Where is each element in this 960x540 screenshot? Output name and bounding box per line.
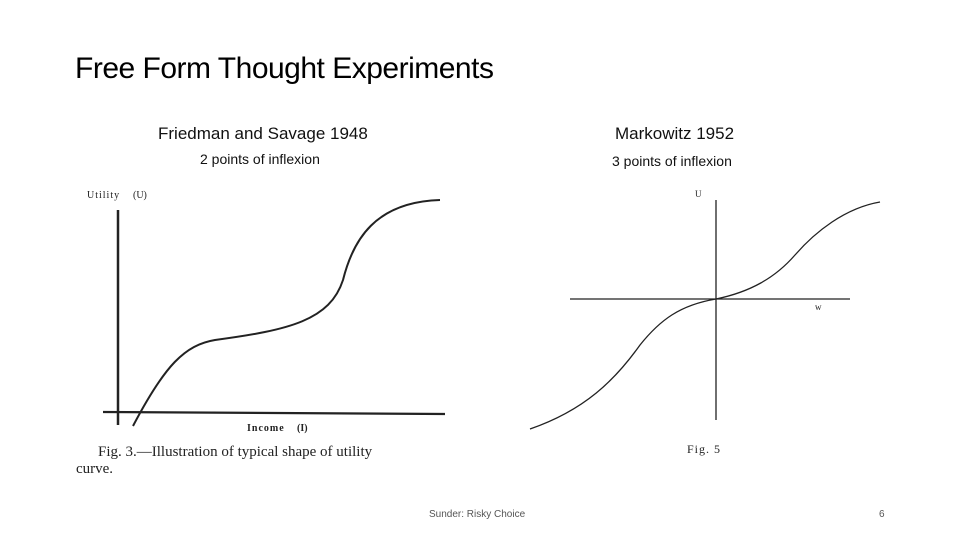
x-axis-line bbox=[102, 410, 446, 416]
page-number: 6 bbox=[879, 509, 885, 520]
slide-title: Free Form Thought Experiments bbox=[75, 52, 494, 85]
utility-curve bbox=[529, 201, 881, 430]
x-axis-label: Income bbox=[247, 423, 285, 434]
left-figure-caption-cont: curve. bbox=[76, 461, 114, 477]
x-axis-label: w bbox=[815, 302, 822, 312]
friedman-savage-figure: Utility (U) Income (I) bbox=[87, 190, 446, 434]
left-figure-caption: Fig. 3.—Illustration of typical shape of… bbox=[98, 444, 373, 460]
right-heading: Markowitz 1952 bbox=[615, 124, 735, 143]
x-axis-symbol: (I) bbox=[297, 423, 308, 434]
y-axis-label: Utility bbox=[87, 190, 120, 201]
left-subheading: 2 points of inflexion bbox=[200, 151, 320, 167]
left-heading: Friedman and Savage 1948 bbox=[158, 124, 368, 143]
footer-text: Sunder: Risky Choice bbox=[429, 509, 526, 520]
y-axis-label: U bbox=[695, 189, 702, 199]
right-figure-caption: Fig. 5 bbox=[687, 442, 722, 456]
utility-curve bbox=[132, 199, 441, 427]
markowitz-figure: U w bbox=[529, 189, 881, 430]
y-axis-symbol: (U) bbox=[133, 190, 147, 201]
right-subheading: 3 points of inflexion bbox=[612, 153, 732, 169]
